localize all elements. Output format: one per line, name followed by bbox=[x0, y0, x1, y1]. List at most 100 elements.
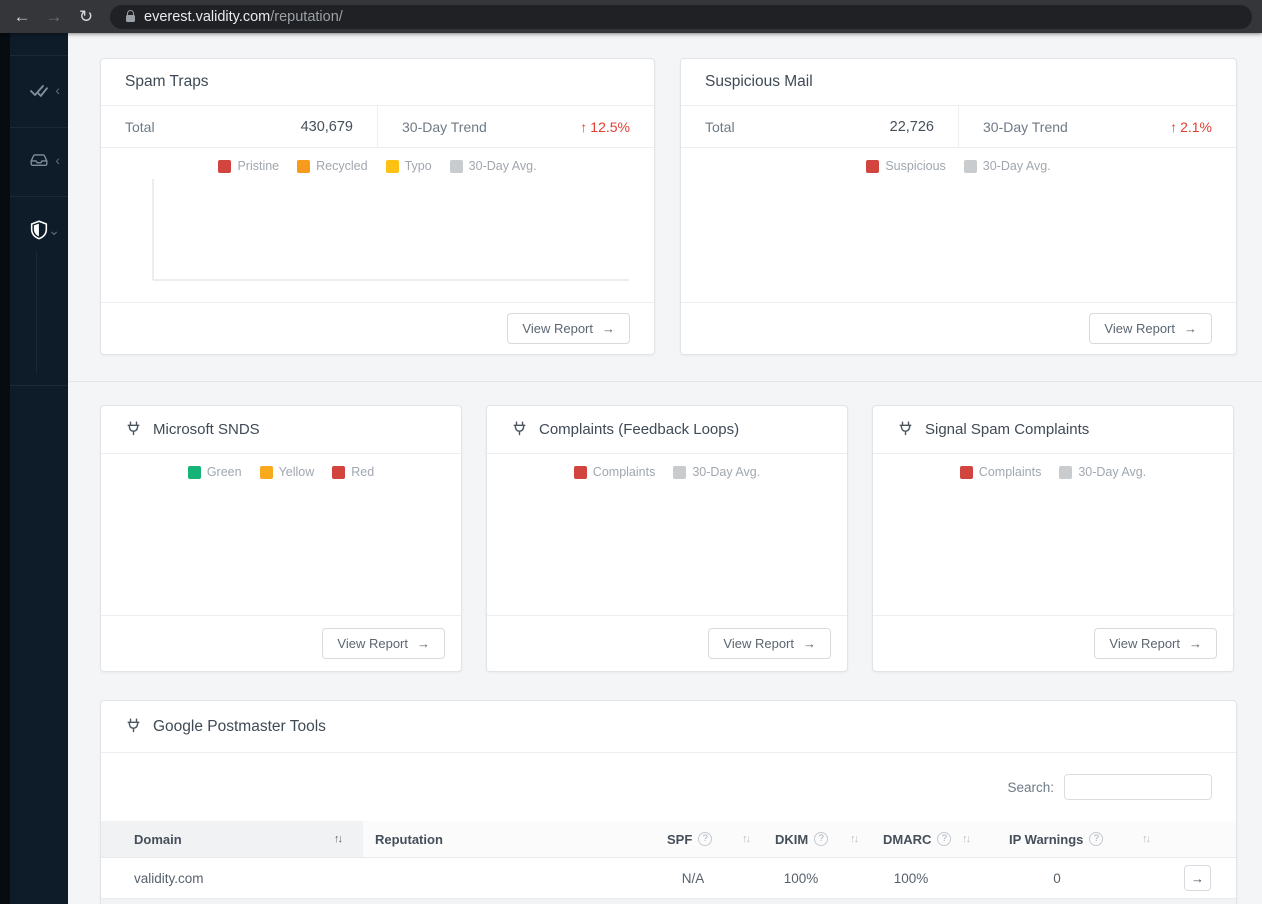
chart-legend: Pristine Recycled Typo 30-Day Avg. bbox=[101, 156, 654, 176]
legend-label: Green bbox=[206, 465, 242, 479]
search-input[interactable] bbox=[1064, 774, 1212, 800]
sidebar-item-reputation[interactable]: ⌄ bbox=[10, 208, 68, 252]
total-label: Total bbox=[125, 118, 155, 135]
arrow-right-icon: → bbox=[602, 321, 615, 336]
legend-label: Red bbox=[351, 465, 375, 479]
forward-button[interactable]: → bbox=[38, 7, 70, 27]
column-header-dkim[interactable]: DKIM? ↑↓ bbox=[775, 831, 859, 847]
legend-swatch bbox=[187, 465, 201, 479]
spam-traps-chart bbox=[152, 179, 629, 281]
microsoft-snds-chart bbox=[111, 482, 447, 610]
view-report-button[interactable]: View Report → bbox=[322, 628, 445, 659]
column-header-ip-warnings[interactable]: IP Warnings? ↑↓ bbox=[1009, 831, 1151, 847]
help-icon[interactable]: ? bbox=[698, 832, 713, 846]
lock-icon bbox=[126, 9, 135, 22]
ip-warnings-cell: 0 bbox=[1053, 870, 1061, 886]
help-icon[interactable]: ? bbox=[937, 832, 952, 846]
legend-item: Suspicious bbox=[866, 159, 946, 173]
card-title-row: Complaints (Feedback Loops) bbox=[487, 406, 847, 454]
stats-row: Total 22,726 30-Day Trend ↑ 2.1% bbox=[681, 106, 1236, 148]
legend-label: 30-Day Avg. bbox=[1078, 465, 1147, 479]
address-bar[interactable]: everest.validity.com /reputation/ bbox=[110, 4, 1252, 29]
table-row: validity.com N/A 100% 100% 0 → bbox=[101, 858, 1236, 898]
reload-button[interactable]: ↻ bbox=[70, 7, 102, 27]
chevron-down-icon: ⌄ bbox=[48, 222, 60, 238]
card-title: Complaints (Feedback Loops) bbox=[539, 421, 740, 438]
stats-row: Total 430,679 30-Day Trend ↑ 12.5% bbox=[101, 106, 654, 148]
legend-label: 30-Day Avg. bbox=[982, 159, 1051, 173]
chart-area bbox=[101, 176, 654, 305]
legend-label: Typo bbox=[404, 159, 432, 173]
legend-item: Typo bbox=[385, 159, 432, 173]
chevron-left-icon: ‹ bbox=[55, 152, 60, 168]
help-icon[interactable]: ? bbox=[1089, 832, 1104, 846]
column-header-dmarc[interactable]: DMARC? ↑↓ bbox=[883, 831, 971, 847]
legend-label: Suspicious bbox=[885, 159, 946, 173]
legend-swatch bbox=[332, 465, 346, 479]
search-row: Search: bbox=[101, 753, 1236, 821]
legend-swatch bbox=[963, 159, 977, 173]
total-stat: Total 22,726 bbox=[681, 106, 959, 147]
legend-item: Yellow bbox=[259, 465, 314, 479]
browser-bar: ← → ↻ everest.validity.com /reputation/ bbox=[0, 0, 1262, 33]
card-title: Suspicious Mail bbox=[681, 59, 1236, 106]
trend-label: 30-Day Trend bbox=[402, 118, 487, 135]
arrow-right-icon: → bbox=[1184, 321, 1197, 336]
sort-icon[interactable]: ↑↓ bbox=[850, 833, 859, 845]
legend-item: Complaints bbox=[573, 465, 655, 479]
sort-icon[interactable]: ↑↓ bbox=[742, 833, 751, 845]
actions-cell: → bbox=[1159, 865, 1236, 891]
shield-icon bbox=[30, 220, 48, 240]
sort-icon[interactable]: ↑↓ bbox=[334, 833, 343, 845]
legend-item: Green bbox=[187, 465, 242, 479]
total-label: Total bbox=[705, 118, 735, 135]
legend-swatch bbox=[673, 465, 687, 479]
main-content: Spam Traps Total 430,679 30-Day Trend ↑ 1… bbox=[68, 33, 1262, 904]
trend-value: ↑ 12.5% bbox=[580, 118, 630, 135]
next-row-partial bbox=[101, 898, 1236, 904]
microsoft-snds-card: Microsoft SNDS Green Yellow Red View Repor… bbox=[100, 405, 462, 672]
suspicious-mail-card: Suspicious Mail Total 22,726 30-Day Tren… bbox=[680, 58, 1237, 355]
legend-swatch bbox=[218, 159, 232, 173]
legend-swatch bbox=[259, 465, 273, 479]
legend-item: Recycled bbox=[297, 159, 368, 173]
arrow-right-icon: → bbox=[1189, 636, 1202, 651]
view-report-button[interactable]: View Report → bbox=[1094, 628, 1217, 659]
chart-area bbox=[487, 482, 847, 615]
arrow-right-icon: → bbox=[803, 636, 816, 651]
chart-legend: Complaints 30-Day Avg. bbox=[873, 462, 1233, 482]
dkim-cell: 100% bbox=[783, 870, 819, 886]
row-detail-button[interactable]: → bbox=[1184, 865, 1211, 891]
column-header-domain[interactable]: Domain ↑↓ bbox=[101, 821, 363, 857]
view-report-button[interactable]: View Report → bbox=[708, 628, 831, 659]
table-header: Domain ↑↓ Reputation SPF? ↑↓ DKIM? ↑↓ DM… bbox=[101, 821, 1236, 858]
trend-value: ↑ 2.1% bbox=[1170, 118, 1212, 135]
trend-label: 30-Day Trend bbox=[983, 118, 1068, 135]
plug-icon bbox=[125, 718, 142, 735]
legend-swatch bbox=[297, 159, 311, 173]
view-report-button[interactable]: View Report → bbox=[1089, 313, 1212, 344]
card-title: Google Postmaster Tools bbox=[153, 717, 326, 735]
back-button[interactable]: ← bbox=[6, 7, 38, 27]
column-header-spf[interactable]: SPF? ↑↓ bbox=[667, 831, 751, 847]
trend-stat: 30-Day Trend ↑ 2.1% bbox=[959, 106, 1236, 147]
chart-area bbox=[873, 482, 1233, 615]
sidebar-item-inbox[interactable]: ‹ bbox=[10, 138, 68, 182]
legend-item: 30-Day Avg. bbox=[673, 465, 760, 479]
help-icon[interactable]: ? bbox=[814, 832, 829, 846]
card-footer: View Report → bbox=[101, 615, 461, 671]
signal-spam-card: Signal Spam Complaints Complaints 30-Day … bbox=[872, 405, 1234, 672]
card-title: Spam Traps bbox=[101, 59, 654, 106]
legend-item: 30-Day Avg. bbox=[449, 159, 537, 173]
card-footer: View Report → bbox=[487, 615, 847, 671]
sort-icon[interactable]: ↑↓ bbox=[962, 833, 971, 845]
chart-legend: Complaints 30-Day Avg. bbox=[487, 462, 847, 482]
view-report-button[interactable]: View Report → bbox=[507, 313, 630, 344]
sort-icon[interactable]: ↑↓ bbox=[1142, 833, 1151, 845]
column-header-actions bbox=[1159, 821, 1236, 857]
sidebar-item-lists[interactable]: ‹ bbox=[10, 68, 68, 112]
url-host: everest.validity.com bbox=[144, 8, 271, 25]
legend-swatch bbox=[385, 159, 399, 173]
trend-up-icon: ↑ bbox=[1170, 118, 1178, 135]
trend-stat: 30-Day Trend ↑ 12.5% bbox=[378, 106, 654, 147]
